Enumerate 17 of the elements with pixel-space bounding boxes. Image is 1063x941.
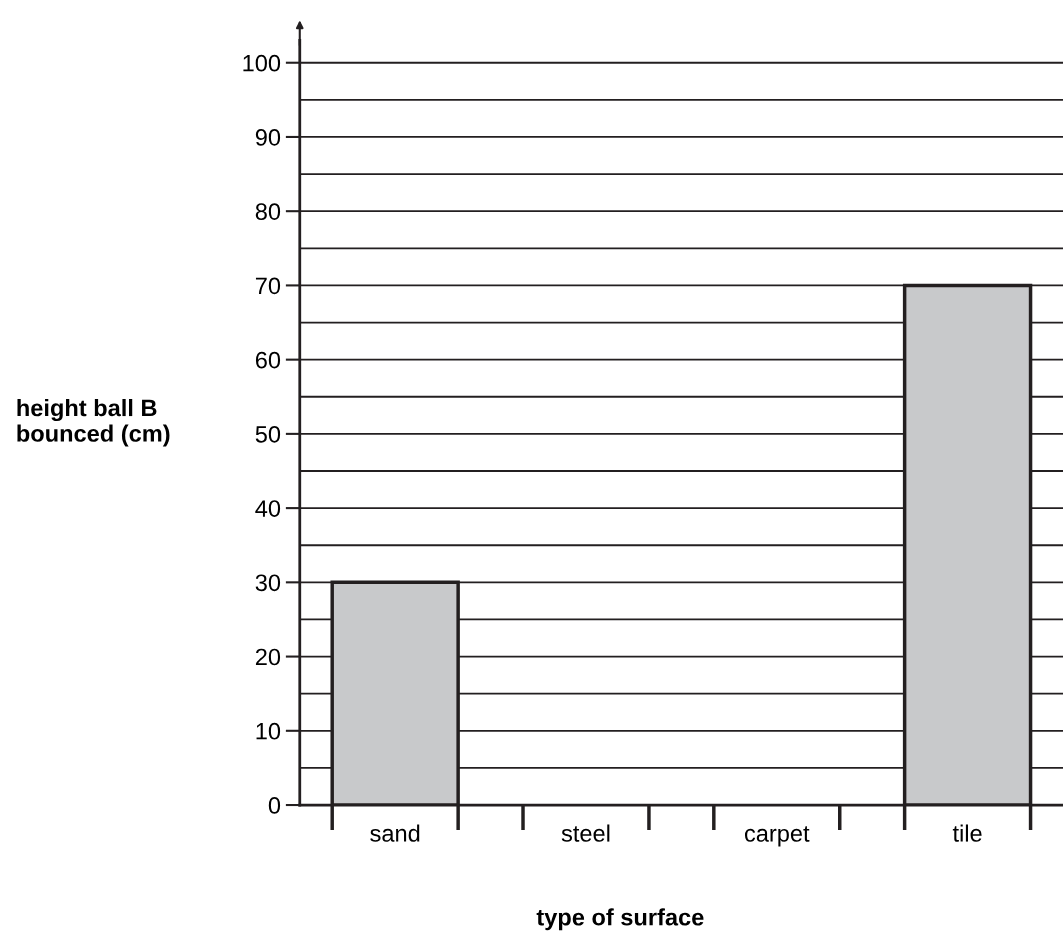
x-tick-label: steel [561, 824, 610, 842]
y-tick-label: 40 [255, 500, 281, 517]
y-tick-label: 30 [255, 574, 281, 592]
x-tick-label: tile [952, 824, 982, 842]
y-tick-label: 70 [255, 277, 281, 295]
y-tick-label: 10 [256, 722, 281, 740]
y-tick-label: 90 [255, 129, 281, 146]
x-axis-title: type of surface [536, 908, 704, 931]
y-tick-label: 50 [255, 425, 281, 443]
y-tick-label: 20 [255, 648, 281, 666]
y-tick-label: 100 [243, 54, 281, 72]
y-tick-label: 60 [255, 351, 281, 369]
y-axis-title: height ball B bounced (cm) [17, 398, 170, 447]
y-tick-label: 80 [255, 203, 281, 220]
x-tick-label: sand [370, 824, 420, 842]
y-tick-label: 0 [268, 797, 281, 814]
x-tick-label: carpet [744, 826, 810, 847]
